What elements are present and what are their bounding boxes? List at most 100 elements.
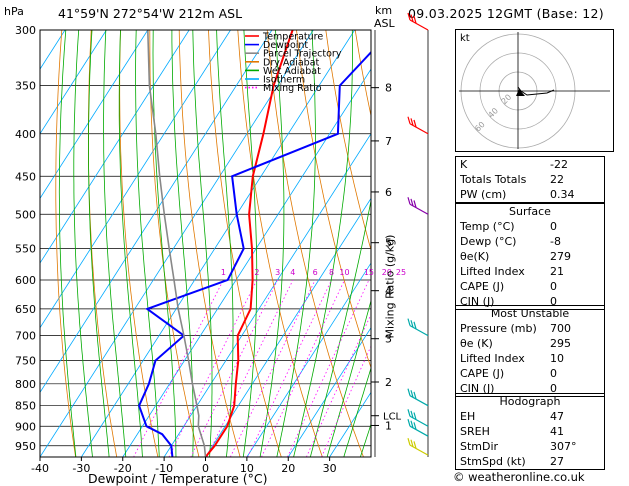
legend-label: Wet Adiabat (263, 66, 321, 77)
isotherm-line (246, 262, 371, 457)
hodograph-stat-label: EH (460, 410, 476, 423)
asl-label: ASL (374, 17, 395, 30)
isotherm-line (40, 30, 149, 200)
km-tick-label: 4 (385, 285, 392, 298)
surface-row: Lifted Index 21 (456, 264, 604, 279)
most-unstable-label: Pressure (mb) (460, 322, 537, 335)
most-unstable-label: θe (K) (460, 337, 493, 350)
isotherm-line (40, 30, 273, 394)
wet-adiabat (103, 30, 127, 457)
x-tick-label: 10 (240, 462, 254, 475)
mixing-ratio-line (247, 279, 332, 457)
copyright-footer: © weatheronline.co.uk (453, 470, 585, 484)
hodograph-trace (517, 86, 555, 96)
legend-label: Temperature (262, 32, 323, 43)
pressure-tick-label: 750 (15, 355, 36, 368)
mixing-ratio-line (286, 279, 370, 457)
pressure-tick-label: 900 (15, 420, 36, 433)
dry-adiabat (208, 30, 282, 457)
isotherm-line (122, 68, 371, 457)
km-tick-label: 8 (385, 82, 392, 95)
wet-adiabat (276, 30, 316, 457)
pressure-tick-label: 950 (15, 440, 36, 453)
surface-label: Dewp (°C) (460, 235, 517, 248)
most-unstable-value: 10 (550, 352, 564, 365)
temperature-profile (204, 30, 294, 457)
hodograph-stat-value: 47 (550, 410, 564, 423)
mixing-ratio-line (261, 279, 345, 457)
wet-adiabat (88, 30, 110, 457)
most-unstable-row: CAPE (J) 0 (456, 366, 604, 381)
x-tick-label: -20 (114, 462, 132, 475)
dry-adiabat (55, 30, 77, 457)
surface-value: 0 (550, 280, 557, 293)
surface-label: CIN (J) (460, 295, 495, 308)
most-unstable-label: CIN (J) (460, 382, 495, 395)
hodograph-unit-label: kt (460, 33, 470, 44)
km-tick-label: 2 (385, 376, 392, 389)
mixing-ratio-line (206, 279, 294, 457)
wet-adiabat (192, 30, 213, 457)
datetime-label: 09.03.2025 12GMT (Base: 12) (408, 6, 604, 21)
mixing-ratio-label: 4 (290, 268, 295, 277)
dry-adiabat (325, 30, 371, 252)
surface-row: Dewp (°C) -8 (456, 234, 604, 249)
surface-label: Temp (°C) (460, 220, 515, 233)
mixing-ratio-label: 8 (329, 268, 334, 277)
most-unstable-label: CAPE (J) (460, 367, 505, 380)
location-title: 41°59'N 272°54'W 212m ASL (58, 6, 243, 21)
isotherm-line (287, 326, 371, 457)
index-row: PW (cm) 0.34 (456, 187, 604, 202)
most-unstable-row: Lifted Index 10 (456, 351, 604, 366)
legend-label: Dry Adiabat (263, 57, 320, 68)
dry-adiabat (149, 30, 200, 457)
pressure-tick-label: 700 (15, 330, 36, 343)
x-tick-label: 30 (323, 462, 337, 475)
pressure-tick-label: 800 (15, 378, 36, 391)
x-tick-label: -10 (155, 462, 173, 475)
hpa-label: hPa (4, 5, 24, 18)
surface-row: CAPE (J) 0 (456, 279, 604, 294)
x-tick-label: 0 (202, 462, 209, 475)
pressure-tick-label: 650 (15, 303, 36, 316)
isotherm-line (40, 30, 107, 135)
most-unstable-value: 0 (550, 382, 557, 395)
mixing-ratio-label: 1 (221, 268, 226, 277)
hodograph-stat-value: 27 (550, 455, 564, 468)
storm-motion-marker (516, 89, 525, 96)
legend-label: Mixing Ratio (263, 83, 322, 94)
pressure-tick-label: 850 (15, 400, 36, 413)
wet-adiabat (152, 30, 177, 457)
wet-adiabat (171, 30, 194, 457)
pressure-tick-label: 550 (15, 243, 36, 256)
pressure-tick-label: 350 (15, 80, 36, 93)
most-unstable-title: Most Unstable (490, 307, 570, 320)
index-label: Totals Totals (460, 173, 527, 186)
wet-adiabat (118, 30, 143, 457)
wind-barb (407, 419, 429, 437)
dry-adiabat (296, 30, 371, 369)
hodograph-stat-row: SREH 41 (456, 424, 604, 439)
mixing-ratio-label: 15 (364, 268, 374, 277)
dewpoint-profile (138, 50, 371, 457)
pressure-tick-label: 450 (15, 170, 36, 183)
mixing-ratio-label: 25 (396, 268, 406, 277)
surface-value: 21 (550, 265, 564, 278)
km-tick-label: 6 (385, 186, 392, 199)
isotherm-line (163, 133, 371, 457)
surface-value: 0 (550, 295, 557, 308)
hodograph-stat-label: StmSpd (kt) (460, 455, 526, 468)
mixing-ratio-label: 2 (254, 268, 259, 277)
surface-label: θe(K) (460, 250, 490, 263)
dry-adiabat (119, 30, 159, 457)
hodograph-stat-value: 307° (550, 440, 577, 453)
wind-barb (407, 388, 429, 407)
hodograph-stat-row: StmDir 307° (456, 439, 604, 454)
wind-barb (407, 409, 429, 427)
isotherm-line (205, 197, 371, 457)
wet-adiabat (58, 30, 77, 457)
wind-barb (407, 437, 429, 456)
surface-label: Lifted Index (460, 265, 525, 278)
km-tick-label: 1 (385, 419, 392, 432)
wet-adiabat (259, 30, 285, 457)
